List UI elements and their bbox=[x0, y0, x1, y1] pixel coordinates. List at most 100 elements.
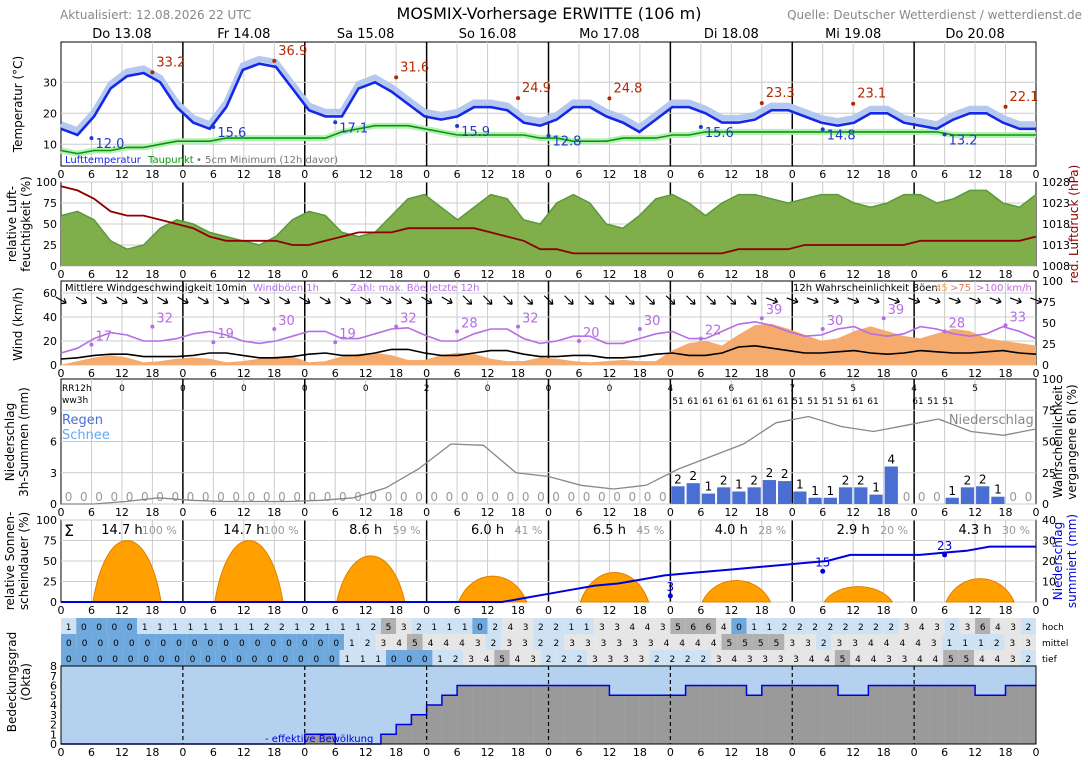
cloud-hour-tick: 6 bbox=[332, 746, 339, 759]
ww-label: 61 bbox=[777, 397, 788, 407]
wind-arrow-head bbox=[264, 298, 270, 305]
cloud-cover-bar bbox=[853, 695, 869, 744]
sun-hour-tick: 0 bbox=[545, 604, 552, 617]
cloud-cell bbox=[564, 634, 580, 650]
cloud-cover-bar bbox=[655, 695, 671, 744]
wind-arrow bbox=[706, 295, 716, 305]
precip-cumulative-line bbox=[61, 545, 1036, 603]
wind-prob-ytick-right: 75 bbox=[1042, 296, 1056, 309]
temp-hour-tick: 6 bbox=[819, 168, 826, 181]
max-gust-point bbox=[759, 316, 764, 321]
cloud-cell bbox=[457, 618, 473, 634]
precip-sum-label: 1 bbox=[948, 484, 956, 498]
hum-hour-tick: 0 bbox=[301, 268, 308, 281]
precip-sum-label: 0 bbox=[202, 490, 210, 504]
cloud-cell-value: 0 bbox=[66, 655, 72, 665]
max-gust-point bbox=[150, 324, 155, 329]
cloud-cell bbox=[711, 650, 727, 666]
cloud-cell bbox=[556, 650, 572, 666]
rr12-label: 5 bbox=[972, 384, 978, 394]
prec-hour-tick: 12 bbox=[237, 506, 251, 519]
precip-bar bbox=[793, 491, 807, 504]
cloud-hour-tick: 18 bbox=[267, 746, 281, 759]
wind-arrow-shaft bbox=[766, 297, 778, 303]
precip-sum-label: 0 bbox=[263, 490, 271, 504]
cumprec-ytick-right: 10 bbox=[1042, 576, 1056, 589]
temp-extreme-label: 13.2 bbox=[949, 133, 978, 148]
wind-ytick: 60 bbox=[43, 287, 57, 300]
cloud-cover-bar bbox=[1005, 685, 1021, 744]
wind-arrow-shaft bbox=[400, 296, 412, 304]
cloud-cell-value: 3 bbox=[530, 655, 536, 665]
cloud-cell-value: 2 bbox=[812, 623, 818, 633]
cloud-cell-value: 3 bbox=[608, 655, 614, 665]
max-gust-point bbox=[637, 327, 642, 331]
temp-hour-tick: 0 bbox=[301, 168, 308, 181]
cloud-ytick: 6 bbox=[50, 680, 57, 693]
prec-hour-tick: 0 bbox=[789, 506, 796, 519]
cloud-cover-bar bbox=[563, 685, 579, 744]
cloud-cover-bar bbox=[578, 685, 595, 744]
cloud-cell bbox=[139, 634, 156, 650]
wind-arrow bbox=[726, 295, 737, 305]
cloud-cell bbox=[92, 634, 109, 650]
cum-label: 23 bbox=[937, 539, 952, 553]
wind-arrow-head bbox=[833, 297, 840, 305]
hum-hour-tick: 18 bbox=[511, 268, 525, 281]
max-gust-point bbox=[394, 324, 399, 329]
cum-point bbox=[942, 552, 948, 558]
cloud-cell bbox=[487, 618, 503, 634]
cloud-cell-value: 0 bbox=[81, 623, 87, 633]
precip-sum-label: 2 bbox=[720, 473, 728, 487]
cloud-cell-value: 1 bbox=[947, 639, 953, 649]
wind-arrow bbox=[665, 295, 676, 305]
wind-arrow-shaft bbox=[867, 297, 880, 303]
wind-arrow bbox=[746, 295, 757, 305]
ww-label: 51 bbox=[837, 397, 848, 407]
cloud-cell bbox=[319, 618, 336, 634]
cloud-cell bbox=[746, 618, 762, 634]
wind-hour-tick: 6 bbox=[88, 367, 95, 380]
cloud-cell bbox=[943, 650, 959, 666]
cloud-cell bbox=[153, 650, 170, 666]
cloud-cell bbox=[469, 634, 486, 650]
cloud-cell bbox=[91, 650, 108, 666]
cloud-cell-value: 5 bbox=[963, 655, 969, 665]
cloud-cell bbox=[370, 650, 386, 666]
wind-arrow-head bbox=[628, 299, 635, 305]
precip-sum-label: 0 bbox=[126, 490, 134, 504]
cloud-cell-value: 3 bbox=[585, 639, 591, 649]
dewpoint-line bbox=[60, 124, 1036, 155]
wind-legend-45: 45 bbox=[935, 283, 948, 294]
cloud-cover-bar bbox=[716, 685, 732, 744]
wind-hour-tick: 6 bbox=[332, 367, 339, 380]
day-label: Sa 15.08 bbox=[337, 27, 395, 42]
wind-arrow-head bbox=[568, 299, 574, 305]
cloud-cell bbox=[122, 650, 139, 666]
precip-sum-label: 2 bbox=[781, 467, 789, 481]
max-gust-label: 32 bbox=[156, 312, 173, 327]
cloud-cell bbox=[91, 618, 107, 634]
precip-sum-label: 0 bbox=[446, 490, 454, 504]
cloud-cell bbox=[375, 634, 392, 650]
cloud-cell-value: 5 bbox=[412, 639, 418, 649]
wind-hour-tick: 0 bbox=[179, 367, 186, 380]
cloud-cell bbox=[563, 618, 579, 634]
precip-sum-label: 0 bbox=[903, 490, 911, 504]
cloud-cell bbox=[155, 634, 172, 650]
prec-hour-tick: 6 bbox=[88, 506, 95, 519]
precip-bar bbox=[945, 497, 959, 504]
cloud-legend: - effektive Bewölkung bbox=[265, 734, 373, 745]
wind-arrow-head bbox=[183, 298, 189, 305]
prec-hour-tick: 18 bbox=[267, 506, 281, 519]
wind-hour-tick: 6 bbox=[575, 367, 582, 380]
precip-bar bbox=[808, 497, 822, 504]
rr12-label: 0 bbox=[363, 384, 369, 394]
cloud-cell-value: 3 bbox=[601, 639, 607, 649]
max-gust-point bbox=[455, 329, 460, 334]
max-gust-label: 28 bbox=[949, 316, 966, 331]
cloud-hour-tick: 6 bbox=[575, 746, 582, 759]
cloud-ytick: 5 bbox=[50, 689, 57, 702]
max-gust-label: 39 bbox=[888, 303, 905, 318]
